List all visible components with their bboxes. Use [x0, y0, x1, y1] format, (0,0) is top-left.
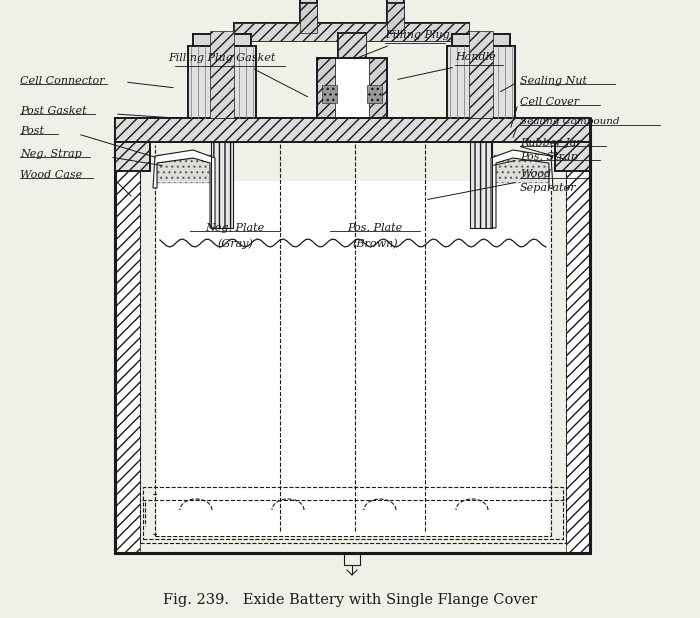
Bar	[234, 23, 469, 41]
Bar	[447, 46, 515, 118]
Text: Fig. 239.   Exide Battery with Single Flange Cover: Fig. 239. Exide Battery with Single Flan…	[163, 593, 537, 607]
Bar	[452, 34, 510, 46]
Bar	[157, 155, 212, 183]
Bar	[157, 181, 549, 536]
Text: Cell Connector: Cell Connector	[20, 76, 104, 86]
Bar	[211, 142, 233, 228]
Text: Sealing Compound: Sealing Compound	[520, 117, 620, 127]
Text: Cell Cover: Cell Cover	[520, 97, 579, 107]
Bar	[317, 58, 387, 118]
Text: (Brown): (Brown)	[352, 239, 398, 249]
Text: Pos. Strap: Pos. Strap	[520, 152, 578, 162]
Bar	[566, 138, 590, 553]
Bar	[338, 33, 366, 58]
Polygon shape	[153, 150, 215, 228]
Bar	[494, 155, 549, 183]
Bar	[469, 31, 493, 118]
Text: Wood Case: Wood Case	[20, 170, 83, 180]
Polygon shape	[491, 150, 553, 228]
Text: Post: Post	[20, 126, 44, 136]
Bar	[470, 142, 492, 228]
Text: Separator: Separator	[520, 183, 577, 193]
Text: Filling Plug: Filling Plug	[385, 30, 449, 40]
Text: Filling Plug Gasket: Filling Plug Gasket	[168, 53, 276, 63]
Bar	[193, 34, 251, 46]
Text: Post Gasket: Post Gasket	[20, 106, 87, 116]
Bar	[234, 23, 469, 41]
Text: (Gray): (Gray)	[217, 239, 253, 249]
Polygon shape	[300, 0, 404, 3]
Bar	[211, 142, 233, 228]
Bar	[335, 58, 369, 118]
Text: Wood: Wood	[520, 169, 552, 179]
Text: Sealing Nut: Sealing Nut	[520, 76, 587, 86]
Bar	[115, 138, 140, 553]
Bar	[367, 85, 382, 103]
Bar	[470, 142, 492, 228]
Bar	[555, 142, 590, 171]
Text: Neg. Strap: Neg. Strap	[20, 149, 82, 159]
Bar	[387, 3, 404, 33]
Bar	[115, 118, 590, 142]
Text: Neg. Plate: Neg. Plate	[205, 223, 265, 233]
Text: Handle: Handle	[455, 52, 496, 62]
Bar	[317, 58, 335, 118]
Text: Pos. Plate: Pos. Plate	[347, 223, 402, 233]
Bar	[369, 58, 387, 118]
Bar	[188, 46, 256, 118]
Bar	[210, 31, 234, 118]
Bar	[338, 33, 366, 58]
Bar	[300, 3, 317, 33]
Bar	[143, 487, 563, 539]
Text: Rubber Jar: Rubber Jar	[520, 138, 582, 148]
Bar	[322, 85, 337, 103]
Bar	[115, 142, 150, 171]
